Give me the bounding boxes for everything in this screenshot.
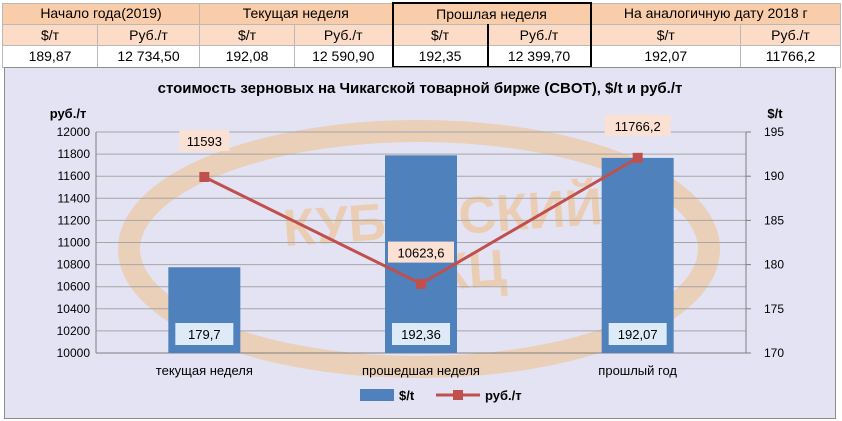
line-point <box>199 171 210 182</box>
category-label: текущая неделя <box>156 363 253 378</box>
value-cell: 12 734,50 <box>97 45 200 68</box>
left-tick-label: 10200 <box>57 324 91 338</box>
chart-legend: $/t руб./т <box>360 388 522 403</box>
line-value-label: 10623,6 <box>398 246 445 261</box>
line-label-box <box>388 241 454 263</box>
unit-cell: Руб./т <box>739 24 842 46</box>
left-tick-label: 10000 <box>57 346 91 360</box>
line-point <box>416 278 426 289</box>
right-tick-label: 170 <box>764 346 784 360</box>
value-cell: 12 399,70 <box>486 45 592 68</box>
left-tick-label: 12000 <box>57 125 91 139</box>
bar-label-box <box>608 323 667 345</box>
bar-label-box <box>175 323 234 345</box>
right-tick-label: 175 <box>764 302 784 316</box>
watermark-ring <box>118 120 720 378</box>
left-tick-label: 11800 <box>58 147 91 161</box>
unit-cell: $/т <box>391 24 489 46</box>
value-cell: 12 590,90 <box>294 45 393 68</box>
header-current-week: Текущая неделя <box>199 2 393 25</box>
bar-value-label: 192,07 <box>618 327 658 342</box>
right-axis-ticks: 195 190 185 180 175 170 <box>746 125 784 360</box>
right-tick-label: 190 <box>764 169 784 183</box>
line-label-box <box>604 114 671 136</box>
bar-value-label: 179,7 <box>188 327 221 342</box>
legend-marker <box>453 390 463 400</box>
category-label: прошедшая неделя <box>362 363 480 378</box>
unit-cell: Руб./т <box>294 24 393 46</box>
category-labels: текущая неделя прошедшая неделя прошлый го… <box>156 363 678 378</box>
unit-cell: Руб./т <box>97 24 200 46</box>
legend-label-rub: руб./т <box>485 388 522 403</box>
combo-chart: КУБАНСКИЙИКЦ стоимость зерновых на Чикаг… <box>4 67 836 419</box>
right-tick-label: 180 <box>764 258 784 272</box>
unit-cell: $/т <box>2 24 98 46</box>
unit-cell: $/т <box>590 24 741 46</box>
value-cell: 192,35 <box>391 45 489 68</box>
line-value-label: 11593 <box>187 134 222 149</box>
left-tick-label: 11400 <box>58 191 91 205</box>
left-tick-label: 10400 <box>57 302 91 316</box>
left-tick-label: 11000 <box>58 236 91 250</box>
line-data-labels: 11593 10623,6 11766,2 <box>179 114 671 263</box>
header-same-date-2018: На аналогичную дату 2018 г <box>589 2 842 25</box>
bar-label-box <box>392 323 450 345</box>
value-cell: 192,07 <box>590 45 741 68</box>
unit-cell: Руб./т <box>486 24 592 46</box>
header-start-of-year: Начало года(2019) <box>2 2 200 25</box>
line-point <box>632 152 643 163</box>
left-tick-label: 11600 <box>58 169 91 183</box>
line-label-box <box>179 129 230 151</box>
right-tick-label: 195 <box>764 125 784 139</box>
line-value-label: 11766,2 <box>615 119 661 134</box>
header-last-week: Прошлая неделя <box>391 2 592 25</box>
left-axis-title: руб./т <box>50 106 87 121</box>
right-tick-label: 185 <box>764 213 784 227</box>
right-axis-title: $/t <box>767 106 783 121</box>
legend-swatch-bar <box>360 389 394 401</box>
value-cell: 189,87 <box>2 45 98 68</box>
line-series <box>199 152 643 289</box>
bar-value-label: 192,36 <box>401 327 441 342</box>
chart-area: КУБАНСКИЙИКЦ стоимость зерновых на Чикаг… <box>4 67 836 419</box>
bar <box>601 157 674 353</box>
chart-title: стоимость зерновых на Чикагской товарной… <box>158 80 683 97</box>
left-tick-label: 11200 <box>58 213 91 227</box>
left-tick-label: 10600 <box>57 280 91 294</box>
left-axis-ticks: 12000 11800 11600 11400 11200 11000 10800 10600… <box>57 125 91 360</box>
value-cell: 11766,2 <box>739 45 842 68</box>
unit-cell: $/т <box>199 24 295 46</box>
left-tick-label: 10800 <box>57 258 91 272</box>
legend-label-usd: $/t <box>399 388 415 403</box>
bar-data-labels: 179,7 192,36 192,07 <box>175 323 667 345</box>
summary-table: Начало года(2019) Текущая неделя Прошлая… <box>2 2 842 68</box>
value-cell: 192,08 <box>199 45 295 68</box>
category-label: прошлый год <box>598 363 677 378</box>
